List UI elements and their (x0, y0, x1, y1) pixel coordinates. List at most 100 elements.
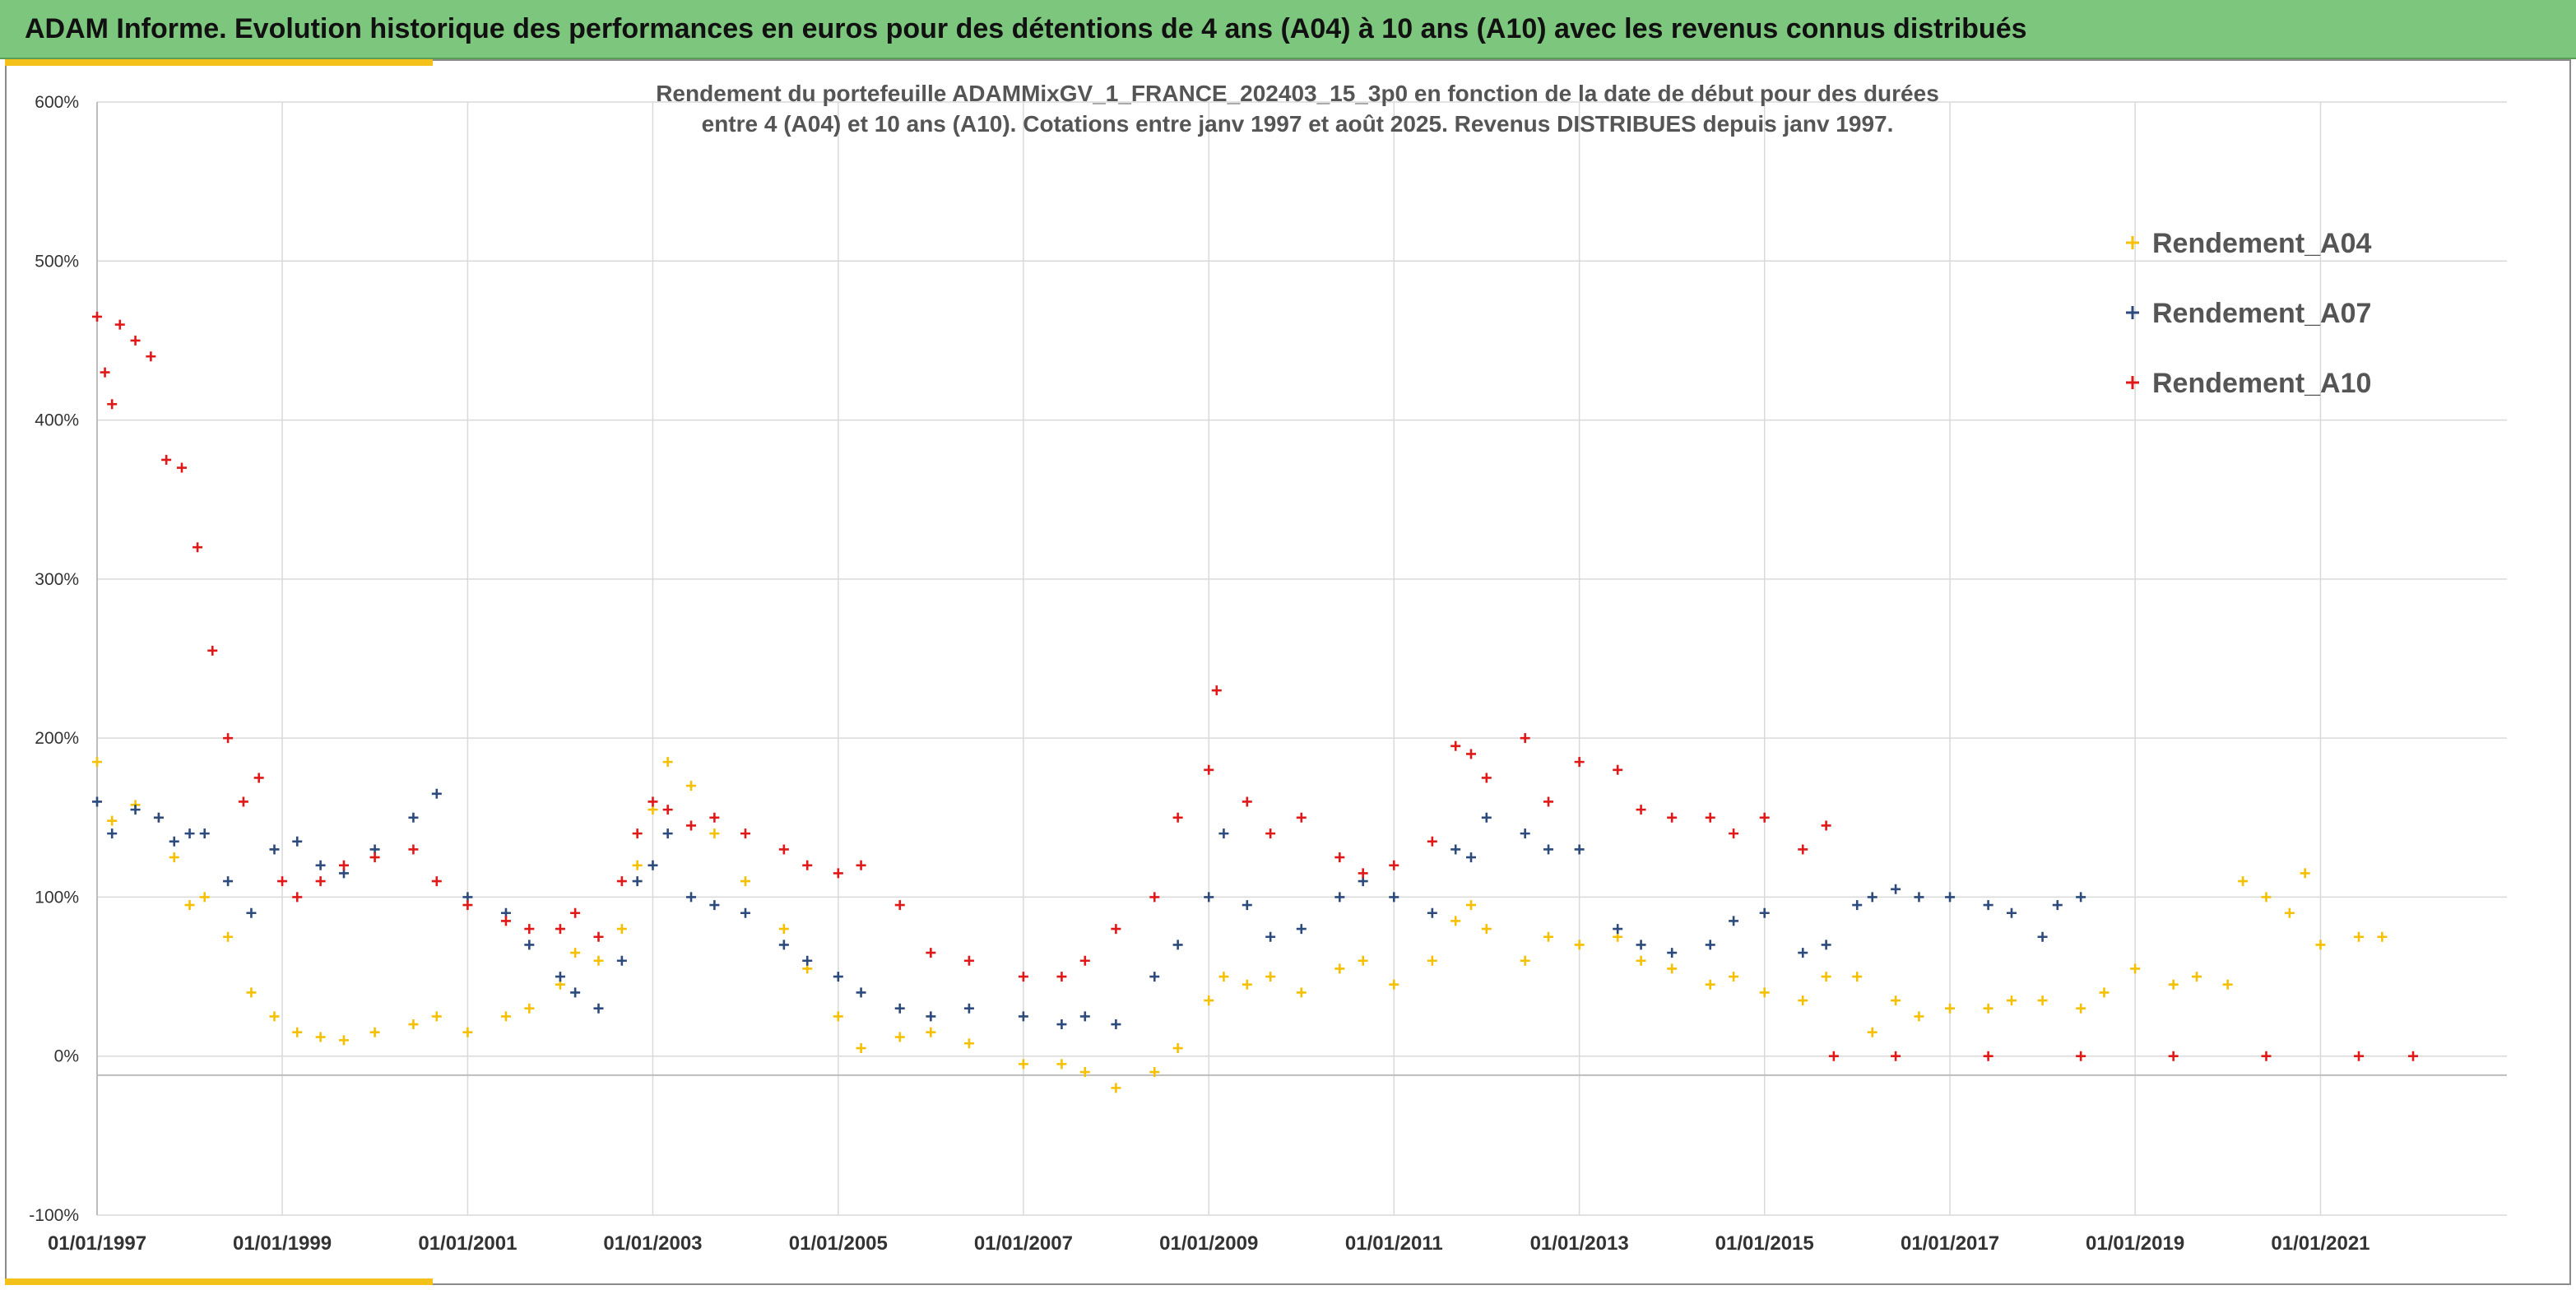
data-point (1914, 1011, 1924, 1022)
data-point (963, 955, 974, 966)
data-point (963, 1038, 974, 1049)
data-point (894, 900, 905, 911)
data-point (369, 1027, 380, 1037)
x-tick-label: 01/01/2001 (418, 1232, 517, 1255)
grid (96, 101, 2507, 1216)
data-point (2130, 963, 2141, 974)
data-point (662, 805, 673, 815)
x-tick-label: 01/01/2009 (1159, 1232, 1258, 1255)
data-point (2076, 1051, 2086, 1061)
data-points (92, 311, 2418, 1093)
data-point (686, 820, 697, 831)
data-point (1613, 924, 1623, 935)
data-point (1056, 1059, 1067, 1070)
data-point (107, 399, 118, 410)
data-point (369, 852, 380, 863)
data-point (1111, 1083, 1121, 1093)
data-point (1821, 972, 1831, 982)
data-point (1450, 844, 1461, 855)
data-point (292, 1027, 303, 1037)
data-point (856, 987, 866, 998)
data-point (2300, 868, 2310, 879)
data-point (2037, 995, 2048, 1006)
chart-title-line-1: Rendement du portefeuille ADAMMixGV_1_FR… (656, 81, 1939, 106)
data-point (926, 1011, 936, 1022)
data-point (1172, 812, 1183, 823)
data-point (1852, 972, 1863, 982)
data-point (1729, 828, 1739, 839)
data-point (570, 987, 581, 998)
data-point (686, 892, 697, 903)
data-point (1427, 955, 1437, 966)
data-point (555, 972, 565, 982)
data-point (1466, 900, 1477, 911)
data-point (740, 876, 750, 887)
data-point (1427, 907, 1437, 918)
data-point (1242, 796, 1252, 807)
data-point (153, 812, 164, 823)
data-point (1389, 892, 1399, 903)
data-point (1798, 948, 1808, 958)
data-point (1242, 900, 1252, 911)
data-point (246, 987, 257, 998)
data-point (1759, 812, 1770, 823)
data-point (1056, 1019, 1067, 1030)
data-point (1149, 1067, 1160, 1078)
x-tick-label: 01/01/2003 (603, 1232, 702, 1255)
data-point (1574, 844, 1585, 855)
data-point (277, 876, 288, 887)
data-point (1667, 948, 1678, 958)
data-point (2099, 987, 2110, 998)
data-point (1828, 1051, 1839, 1061)
data-point (269, 1011, 280, 1022)
data-point (1296, 924, 1307, 935)
data-point (1334, 892, 1345, 903)
data-point (1204, 892, 1214, 903)
data-point (100, 367, 110, 378)
data-point (2037, 931, 2048, 942)
data-point (2354, 1051, 2365, 1061)
data-point (1389, 860, 1399, 870)
data-point (2261, 1051, 2272, 1061)
data-point (2377, 931, 2388, 942)
data-point (778, 924, 789, 935)
data-point (1450, 916, 1461, 926)
data-point (1867, 892, 1877, 903)
data-point (1079, 955, 1090, 966)
data-point (1427, 836, 1437, 847)
data-point (1242, 979, 1252, 990)
x-tick-label: 01/01/1999 (233, 1232, 332, 1255)
data-point (223, 733, 234, 744)
data-point (1481, 812, 1492, 823)
data-point (1798, 995, 1808, 1006)
data-point (593, 955, 604, 966)
data-point (1018, 1011, 1028, 1022)
data-point (1111, 1019, 1121, 1030)
chart-title-line-2: entre 4 (A04) et 10 ans (A10). Cotations… (702, 111, 1894, 137)
data-point (1172, 1043, 1183, 1054)
legend-label: Rendement_A07 (2152, 298, 2371, 329)
data-point (1852, 900, 1863, 911)
data-point (593, 1003, 604, 1014)
data-point (1358, 955, 1368, 966)
data-point (408, 1019, 419, 1030)
data-point (1574, 757, 1585, 768)
data-point (2006, 995, 2017, 1006)
data-point (462, 900, 473, 911)
data-point (2238, 876, 2249, 887)
x-tick-label: 01/01/2021 (2271, 1232, 2369, 1255)
data-point (1018, 972, 1028, 982)
data-point (130, 335, 141, 346)
data-point (2168, 1051, 2179, 1061)
data-point (169, 852, 179, 863)
data-point (1018, 1059, 1028, 1070)
data-point (1891, 995, 1901, 1006)
data-point (1543, 931, 1554, 942)
data-point (1149, 972, 1160, 982)
data-point (1945, 892, 1956, 903)
chart-title: Rendement du portefeuille ADAMMixGV_1_FR… (656, 81, 1939, 137)
data-point (2222, 979, 2233, 990)
data-point (161, 454, 172, 465)
data-point (1543, 796, 1554, 807)
